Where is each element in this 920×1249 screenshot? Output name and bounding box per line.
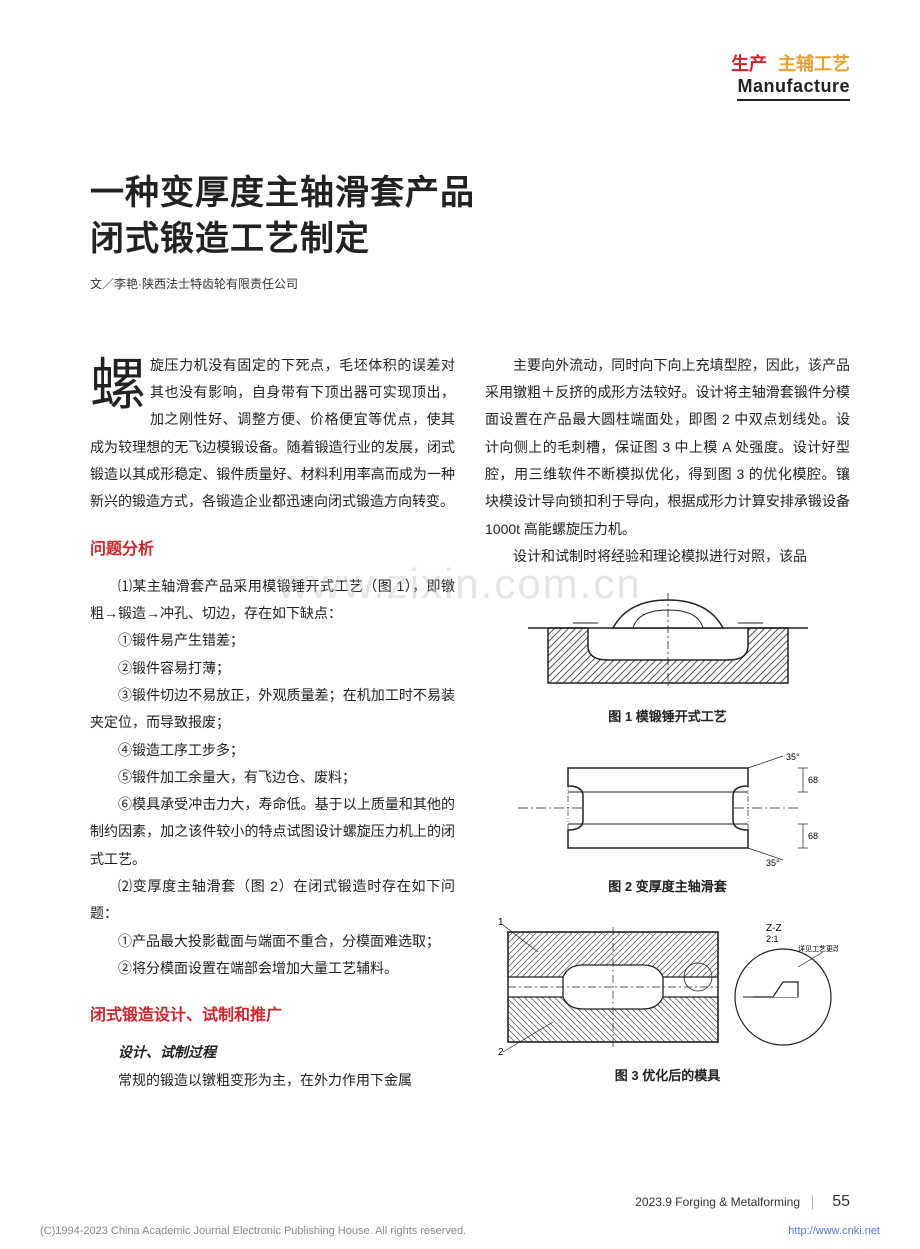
page-footer: 2023.9 Forging & Metalforming │ 55 [635,1193,850,1211]
subsection-heading: 设计、试制过程 [90,1039,455,1066]
problem-item-2: ②锻件容易打薄； [90,655,455,682]
problem-item-4: ④锻造工序工步多； [90,737,455,764]
fig3-scale: 2:1 [766,934,779,944]
author-byline: 文／李艳·陕西法士特齿轮有限责任公司 [90,275,850,292]
problem-part2: ⑵变厚度主轴滑套（图 2）在闭式锻造时存在如下问题： [90,873,455,928]
problem-item-3: ③锻件切边不易放正，外观质量差；在机加工时不易装夹定位，而导致报废； [90,682,455,737]
header-category-en: Manufacture [737,76,850,101]
figure-3-caption: 图 3 优化后的模具 [485,1063,850,1088]
right-column: 主要向外流动，同时向下向上充填型腔，因此，该产品采用镦粗＋反挤的成形方法较好。设… [485,352,850,1098]
header-category-secondary: 主辅工艺 [778,54,850,74]
problem-item-1: ①锻件易产生错差； [90,627,455,654]
problem-item-7: ①产品最大投影截面与端面不重合，分模面难选取； [90,928,455,955]
problem-item-8: ②将分模面设置在端部会增加大量工艺辅料。 [90,955,455,982]
header-category-primary: 生产 [731,54,767,74]
figure-3: 1 2 Z-Z 2:1 详见工艺更改单 [485,917,850,1057]
figure-2: 35° 35° 68 68 [485,748,850,868]
copyright-link[interactable]: http://www.cnki.net [788,1225,880,1237]
fig2-dim-bot: 68 [808,831,818,841]
problem-intro: ⑴某主轴滑套产品采用模锻锤开式工艺（图 1），即镦粗→锻造→冲孔、切边，存在如下… [90,573,455,628]
problem-item-6: ⑥模具承受冲击力大，寿命低。基于以上质量和其他的制约因素，加之该件较小的特点试图… [90,791,455,873]
right-p1: 主要向外流动，同时向下向上充填型腔，因此，该产品采用镦粗＋反挤的成形方法较好。设… [485,352,850,543]
intro-paragraph: 螺 旋压力机没有固定的下死点，毛坯体积的误差对其也没有影响，自身带有下顶出器可实… [90,352,455,516]
fig3-callout-1: 1 [498,917,504,928]
title-line-1: 一种变厚度主轴滑套产品 [90,174,475,212]
page-number: 55 [832,1193,850,1210]
copyright-text: (C)1994-2023 China Academic Journal Elec… [40,1225,466,1237]
problem-item-5: ⑤锻件加工余量大，有飞边仓、废料； [90,764,455,791]
left-column: 螺 旋压力机没有固定的下死点，毛坯体积的误差对其也没有影响，自身带有下顶出器可实… [90,352,455,1098]
section-heading-design: 闭式锻造设计、试制和推广 [90,1000,455,1031]
fig2-angle-top: 35° [786,752,800,762]
copyright-line: (C)1994-2023 China Academic Journal Elec… [40,1225,880,1237]
figure-1-caption: 图 1 模锻锤开式工艺 [485,704,850,729]
fig2-dim-top: 68 [808,775,818,785]
section-heading-problem: 问题分析 [90,534,455,565]
fig2-angle-bot: 35° [766,858,780,868]
fig3-callout-2: 2 [498,1047,504,1057]
figure-1 [485,588,850,698]
fig3-note: 详见工艺更改单 [798,944,838,953]
figure-2-caption: 图 2 变厚度主轴滑套 [485,874,850,899]
footer-issue: 2023.9 Forging & Metalforming [635,1195,800,1209]
title-line-2: 闭式锻造工艺制定 [90,220,370,258]
article-title: 一种变厚度主轴滑套产品 闭式锻造工艺制定 [90,171,850,263]
drop-cap: 螺 [90,352,150,414]
fig3-zoom-label: Z-Z [766,923,782,934]
right-p2: 设计和试制时将经验和理论模拟进行对照，该品 [485,543,850,570]
header-section: 生产 主辅工艺 Manufacture [90,50,850,101]
design-p1: 常规的锻造以镦粗变形为主，在外力作用下金属 [90,1067,455,1094]
